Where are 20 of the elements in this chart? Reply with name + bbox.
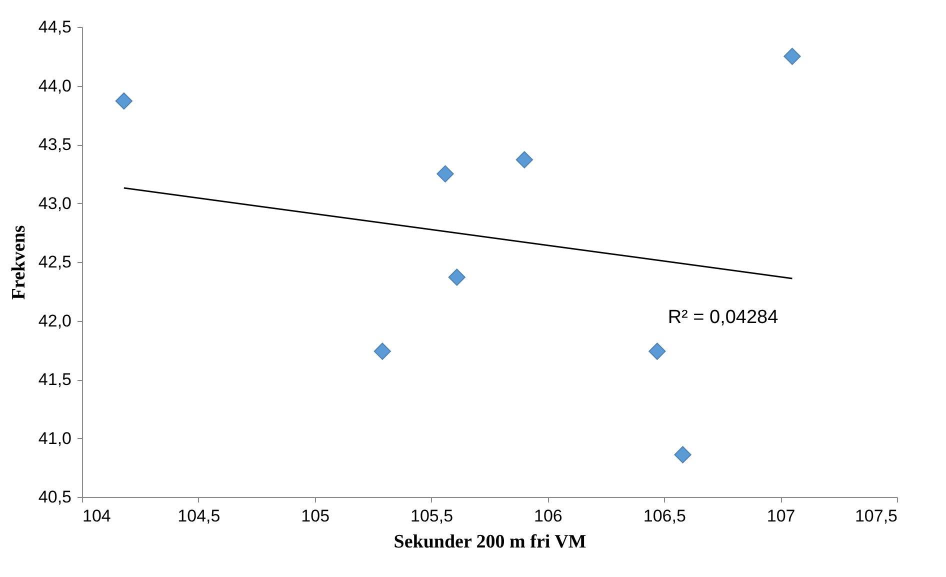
annotation: R² = 0,04284 <box>668 307 779 328</box>
y-tick-label: 40,5 <box>38 488 72 506</box>
x-tick-label: 104 <box>82 506 111 526</box>
x-tick-label: 105 <box>301 506 330 526</box>
y-tick-label: 44,5 <box>38 18 72 36</box>
y-tick-label: 41,0 <box>38 428 72 448</box>
y-tick-label: 43,0 <box>38 194 72 213</box>
x-tick-label: 104,5 <box>178 506 220 526</box>
x-tick-label: 107,5 <box>854 506 898 526</box>
y-tick-label: 44,0 <box>38 76 72 96</box>
x-tick-label: 105,5 <box>410 506 454 526</box>
y-axis-title: Frekvens <box>8 225 30 300</box>
x-axis-title: Sekunder 200 m fri VM <box>394 532 586 552</box>
y-tick-label: 42,5 <box>38 252 72 272</box>
y-tick-label: 41,5 <box>38 370 72 389</box>
x-tick-label: 107 <box>766 506 796 526</box>
x-tick-label: 106,5 <box>643 506 686 526</box>
y-tick-label: 43,5 <box>38 135 72 154</box>
x-tick-label: 106 <box>534 506 562 526</box>
y-tick-label: 42,0 <box>38 311 72 330</box>
